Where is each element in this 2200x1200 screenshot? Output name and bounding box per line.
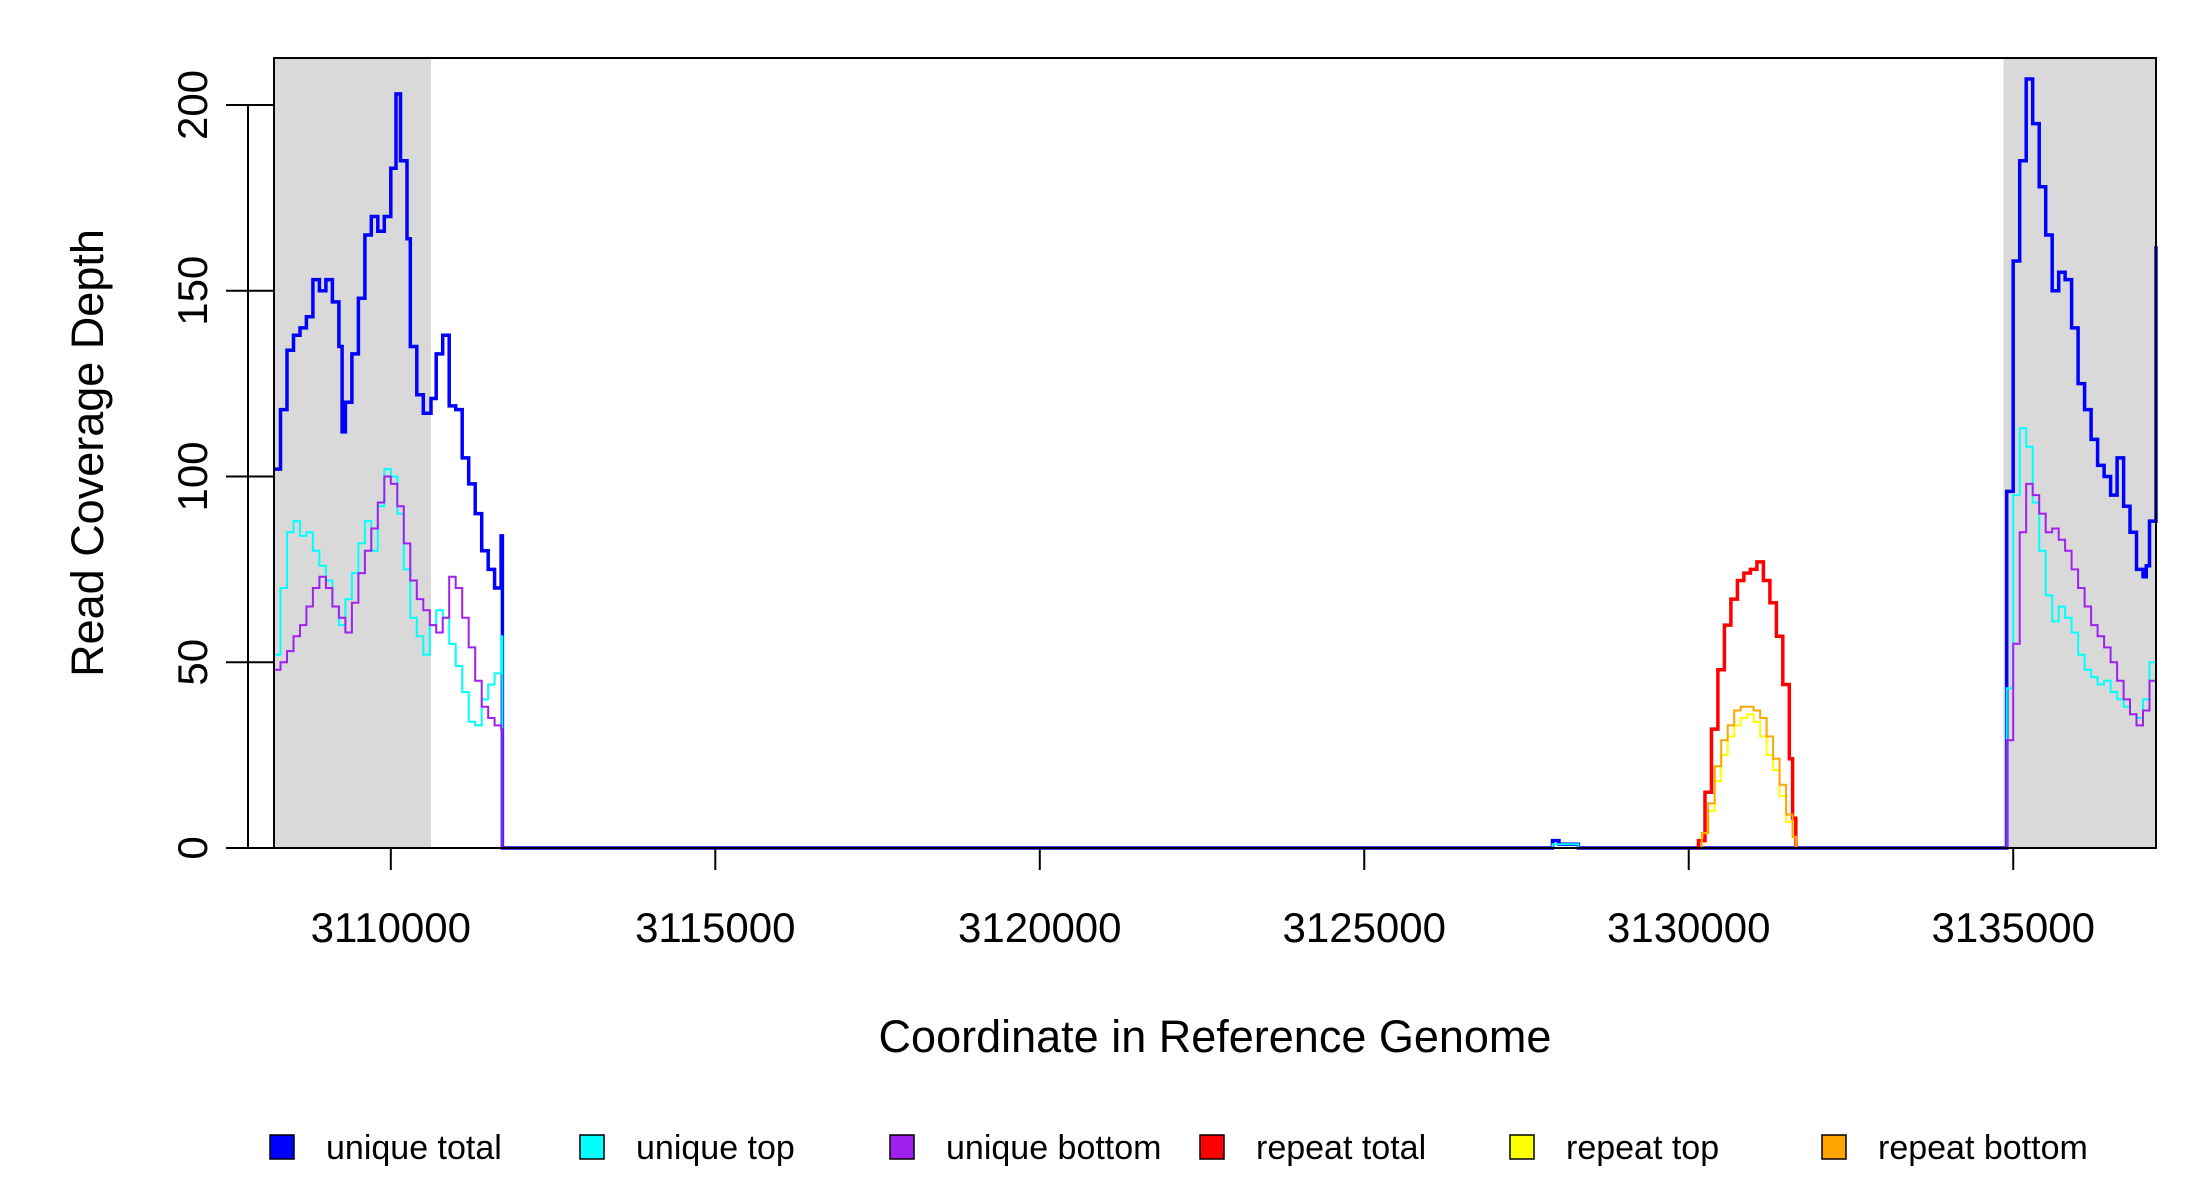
x-tick-label: 3135000	[1931, 904, 2095, 951]
series-repeat-total	[1695, 560, 1798, 850]
y-tick-label: 150	[169, 256, 216, 326]
plot-frame	[273, 57, 2157, 849]
legend-swatch-repeat-top	[1509, 1134, 1535, 1160]
legend-swatch-unique-total	[269, 1134, 295, 1160]
x-tick-label: 3120000	[958, 904, 1122, 951]
legend-label-repeat-bottom: repeat bottom	[1878, 1129, 2088, 1167]
series-lines	[274, 77, 2158, 850]
legend-label-unique-total: unique total	[326, 1129, 502, 1167]
legend-swatch-unique-bottom	[889, 1134, 915, 1160]
x-axis: 3110000 3115000 3120000 3125000 3130000 31350…	[311, 847, 2095, 951]
legend-label-repeat-top: repeat top	[1566, 1129, 1719, 1167]
legend-label-unique-bottom: unique bottom	[946, 1129, 1162, 1167]
highlight-region-1	[274, 58, 432, 848]
highlight-region-2	[2003, 58, 2156, 848]
series-unique-bottom	[274, 475, 2157, 849]
x-tick-label: 3110000	[311, 904, 471, 951]
legend-label-unique-top: unique top	[636, 1129, 795, 1167]
x-axis-title: Coordinate in Reference Genome	[879, 1011, 1552, 1062]
x-tick-label: 3115000	[635, 904, 795, 951]
y-tick-label: 200	[169, 70, 216, 140]
highlight-regions	[274, 58, 2156, 848]
y-tick-label: 100	[169, 441, 216, 511]
legend: unique total unique top unique bottom repea…	[269, 1129, 2088, 1167]
y-axis: 0 50 100 150 200	[169, 70, 274, 860]
y-tick-label: 50	[169, 639, 216, 686]
legend-label-repeat-total: repeat total	[1256, 1129, 1426, 1167]
legend-swatch-unique-top	[579, 1134, 605, 1160]
legend-swatch-repeat-total	[1199, 1134, 1225, 1160]
x-tick-label: 3130000	[1607, 904, 1771, 951]
series-repeat-bottom	[274, 705, 2156, 849]
y-tick-label: 0	[169, 836, 216, 859]
x-tick-label: 3125000	[1283, 904, 1447, 951]
legend-swatch-repeat-bottom	[1821, 1134, 1847, 1160]
y-axis-title: Read Coverage Depth	[62, 229, 113, 677]
series-unique-top	[274, 427, 2157, 849]
series-unique-total	[274, 77, 2158, 850]
